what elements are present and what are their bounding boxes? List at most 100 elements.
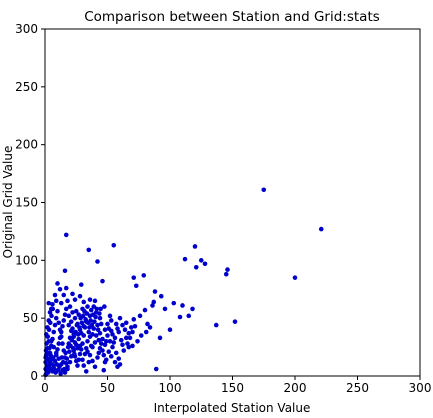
scatter-point (92, 319, 97, 324)
y-axis: 0 50 100 150 200 250 300 (15, 22, 45, 383)
scatter-point (113, 350, 119, 356)
scatter-point (48, 366, 53, 372)
scatter-point (66, 313, 72, 319)
scatter-point (131, 275, 137, 280)
scatter-point (95, 322, 100, 328)
scatter-point (130, 343, 135, 349)
scatter-point (120, 322, 125, 328)
scatter-point (61, 292, 67, 298)
scatter-point (95, 327, 101, 333)
scatter-point (111, 243, 117, 248)
x-tick-label: 0 (41, 381, 49, 395)
scatter-point (100, 348, 105, 353)
scatter-point (80, 313, 86, 319)
x-tick-label: 200 (284, 381, 307, 395)
scatter-point (88, 307, 94, 313)
scatter-point (190, 306, 195, 312)
scatter-point (107, 339, 113, 344)
scatter-point (97, 315, 103, 321)
scatter-point (53, 298, 59, 304)
scatter-point (62, 366, 67, 372)
x-tick-label: 50 (100, 381, 115, 395)
scatter-point (60, 359, 66, 365)
scatter-point (177, 314, 183, 320)
scatter-point (52, 292, 58, 298)
scatter-point (62, 268, 68, 274)
scatter-point (92, 364, 98, 370)
scatter-point (115, 364, 120, 370)
scatter-point (75, 332, 81, 337)
scatter-point (125, 341, 130, 346)
scatter-point (56, 320, 62, 326)
scatter-point (232, 319, 238, 324)
scatter-point (85, 339, 90, 344)
scatter-point (72, 297, 78, 302)
scatter-point (52, 322, 58, 328)
scatter-point (118, 337, 124, 343)
scatter-point (88, 343, 94, 349)
scatter-point (110, 344, 115, 350)
scatter-point (92, 340, 98, 345)
scatter-point (182, 256, 188, 262)
x-axis-title: Interpolated Station Value (154, 401, 311, 415)
scatter-point (69, 337, 75, 343)
scatter-point (75, 363, 80, 368)
scatter-point (83, 317, 88, 322)
scatter-point (151, 299, 157, 305)
scatter-point (145, 321, 150, 327)
scatter-point (102, 359, 108, 365)
scatter-point (127, 335, 133, 341)
scatter-point (138, 333, 144, 338)
x-tick-label: 250 (346, 381, 369, 395)
scatter-point (77, 293, 83, 299)
scatter-point (100, 278, 105, 284)
scatter-point (171, 300, 177, 306)
scatter-point (142, 307, 148, 313)
scatter-point (93, 314, 98, 320)
scatter-point (97, 311, 102, 316)
scatter-point (58, 334, 64, 339)
scatter-point (94, 306, 100, 312)
scatter-point (95, 259, 100, 264)
chart-title: Comparison between Station and Grid:stat… (84, 9, 380, 25)
scatter-point (55, 347, 60, 352)
scatter-point (83, 369, 89, 374)
scatter-point (52, 366, 57, 372)
scatter-point (116, 356, 122, 361)
scatter-point (112, 335, 118, 341)
scatter-point (45, 334, 51, 339)
scatter-point (112, 359, 118, 365)
scatter-point (70, 310, 75, 315)
scatter-point (70, 326, 75, 331)
scatter-point (147, 325, 153, 330)
scatter-point (50, 336, 55, 342)
scatter-point (113, 321, 119, 327)
scatter-point (133, 283, 139, 289)
scatter-point (106, 349, 112, 355)
scatter-point (143, 329, 149, 335)
scatter-point (85, 349, 90, 355)
scatter-point (102, 327, 108, 333)
scatter-point (117, 315, 123, 321)
scatter-point (131, 317, 137, 322)
scatter-point (91, 326, 97, 331)
scatter-point (65, 298, 70, 304)
scatter-point (121, 348, 127, 353)
y-tick-label: 200 (15, 138, 38, 152)
scatter-point (49, 313, 54, 319)
scatter-point (162, 306, 168, 312)
scatter-point (52, 358, 58, 364)
scatter-point (132, 323, 138, 329)
scatter-point (76, 336, 82, 342)
scatter-point (53, 315, 59, 321)
scatter-point (59, 355, 65, 360)
scatter-point (55, 367, 61, 373)
scatter-point (81, 299, 87, 305)
scatter-point (62, 370, 68, 375)
scatter-point (48, 306, 54, 312)
scatter-point (78, 347, 84, 352)
scatter-point (86, 329, 92, 335)
scatter-point (105, 333, 110, 338)
scatter-point (150, 303, 155, 308)
scatter-point (81, 363, 87, 368)
